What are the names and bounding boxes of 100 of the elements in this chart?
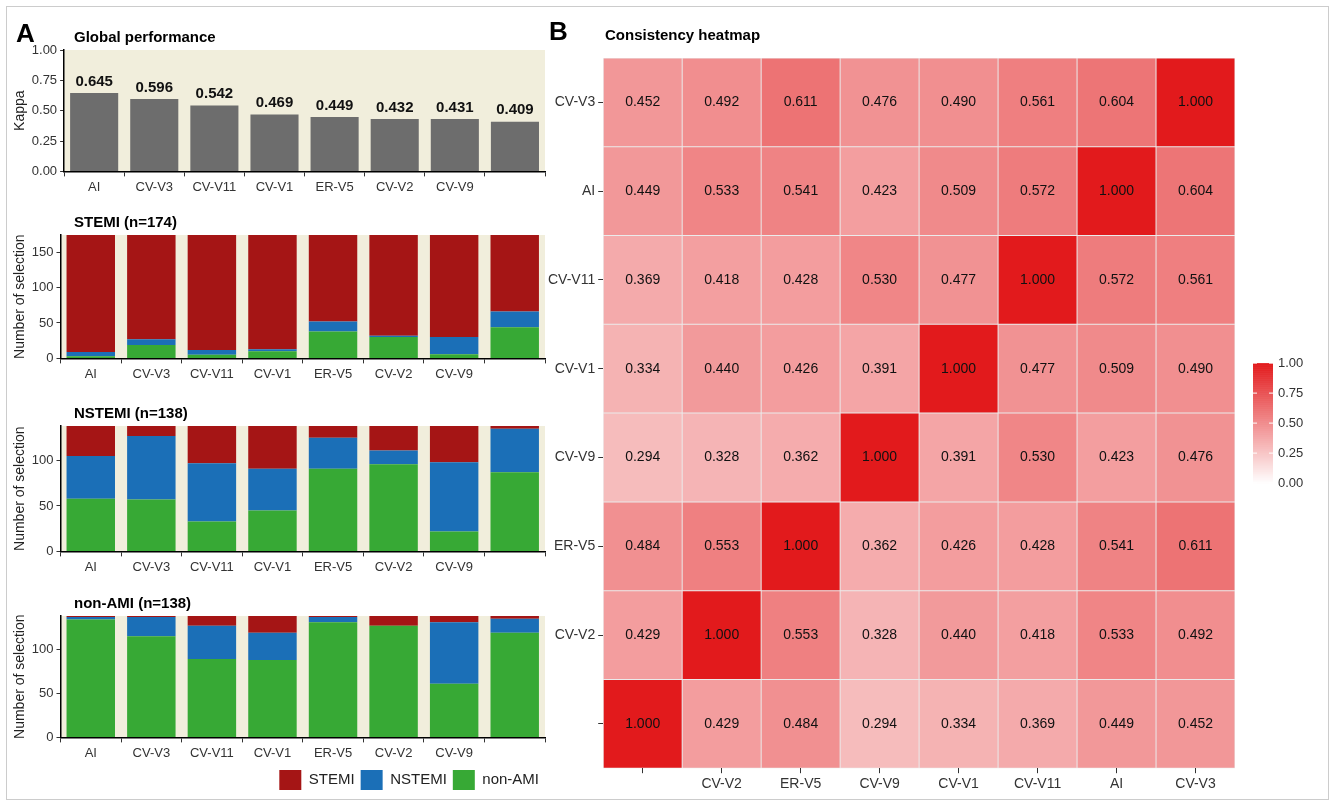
data-label: 0.391 xyxy=(941,448,977,465)
color-bar-label: 1.00 xyxy=(1278,354,1304,370)
x-tick-label: CV-V1 xyxy=(253,744,292,760)
data-label: 1.000 xyxy=(783,537,819,554)
x-tick-label: CV-V2 xyxy=(374,365,413,381)
chart-title: NSTEMI (n=138) xyxy=(74,403,188,421)
data-label: 0.440 xyxy=(941,625,977,642)
bar xyxy=(127,499,176,551)
data-label: 0.572 xyxy=(1099,270,1135,287)
y-tick-label: ER-V5 xyxy=(553,537,596,554)
y-tick-label: 100 xyxy=(31,279,54,295)
y-axis-title: Number of selection xyxy=(11,614,28,739)
data-label: 1.000 xyxy=(1099,182,1135,199)
data-label: 0.476 xyxy=(862,93,898,110)
bar xyxy=(369,235,418,336)
data-label: 0.611 xyxy=(783,93,818,110)
data-label: 0.294 xyxy=(862,714,898,731)
data-label: 0.561 xyxy=(1020,93,1056,110)
data-label: 0.469 xyxy=(255,93,294,111)
bar xyxy=(308,235,358,322)
y-tick-label: 50 xyxy=(39,314,54,330)
bar xyxy=(490,121,539,171)
bar xyxy=(187,354,237,358)
x-tick-label: AI xyxy=(84,365,97,381)
bar xyxy=(248,616,297,633)
x-tick-label: CV-V11 xyxy=(192,178,237,194)
x-tick-label: ER-V5 xyxy=(780,775,822,792)
y-tick-label: 100 xyxy=(31,641,54,657)
bar xyxy=(429,616,479,623)
data-label: 0.490 xyxy=(1177,359,1214,376)
bar xyxy=(490,428,539,473)
data-label: 0.328 xyxy=(862,625,898,642)
bar xyxy=(429,683,479,737)
data-label: 0.604 xyxy=(1099,93,1135,110)
x-tick-label: CV-V3 xyxy=(135,178,174,194)
y-tick-label: 0.00 xyxy=(31,162,58,178)
data-label: 0.369 xyxy=(1020,714,1056,731)
bar xyxy=(429,531,479,551)
data-label: 0.432 xyxy=(375,97,414,115)
bar xyxy=(66,619,115,737)
x-tick-label: CV-V9 xyxy=(859,775,901,792)
data-label: 0.294 xyxy=(625,448,661,465)
x-tick-label: CV-V2 xyxy=(375,178,414,194)
legend-label: non-AMI xyxy=(482,770,540,788)
x-tick-label: ER-V5 xyxy=(313,744,353,760)
data-label: 0.426 xyxy=(783,359,819,376)
data-label: 0.449 xyxy=(315,95,354,113)
color-bar-label: 0.25 xyxy=(1278,444,1304,460)
x-tick-label: CV-V3 xyxy=(132,365,171,381)
bar xyxy=(308,331,358,358)
data-label: 0.484 xyxy=(625,537,661,554)
bar xyxy=(70,93,119,171)
data-label: 1.000 xyxy=(625,714,661,731)
x-tick-label: CV-V3 xyxy=(132,744,171,760)
x-tick-label: CV-V9 xyxy=(435,744,473,760)
bar xyxy=(308,616,358,623)
bar xyxy=(248,468,297,511)
color-bar-label: 0.50 xyxy=(1278,414,1304,430)
data-label: 0.492 xyxy=(704,93,740,110)
bar xyxy=(370,118,419,171)
data-label: 0.423 xyxy=(862,182,898,199)
x-tick-label: CV-V1 xyxy=(253,365,292,381)
data-label: 0.449 xyxy=(625,182,661,199)
data-label: 0.484 xyxy=(783,714,819,731)
data-label: 0.477 xyxy=(1020,359,1056,376)
bar xyxy=(490,426,539,429)
bar xyxy=(187,463,237,522)
bar xyxy=(248,235,297,350)
data-label: 0.509 xyxy=(1099,359,1135,376)
data-label: 0.428 xyxy=(1020,537,1056,554)
bar xyxy=(127,344,176,358)
bar xyxy=(429,354,479,358)
data-label: 0.561 xyxy=(1177,270,1214,287)
x-tick-label: AI xyxy=(84,558,97,574)
x-tick-label: CV-V1 xyxy=(938,775,980,792)
x-tick-label: CV-V1 xyxy=(255,178,294,194)
bar xyxy=(490,311,539,328)
x-tick-label: CV-V11 xyxy=(1013,775,1062,792)
y-tick-label: CV-V11 xyxy=(547,270,596,287)
data-label: 0.449 xyxy=(1099,714,1135,731)
data-label: 0.369 xyxy=(625,270,661,287)
bar xyxy=(127,436,176,500)
bar xyxy=(187,426,237,464)
bar xyxy=(250,114,299,171)
bar xyxy=(187,235,237,350)
data-label: 0.490 xyxy=(941,93,977,110)
data-label: 0.541 xyxy=(783,182,819,199)
data-label: 0.604 xyxy=(1177,182,1214,199)
x-tick-label: CV-V2 xyxy=(374,744,413,760)
bar xyxy=(187,616,237,626)
bar xyxy=(248,510,297,551)
data-label: 0.452 xyxy=(1177,714,1214,731)
data-label: 0.476 xyxy=(1177,448,1214,465)
bar xyxy=(248,349,297,352)
bar xyxy=(490,472,539,551)
data-label: 0.533 xyxy=(1099,625,1135,642)
bar xyxy=(248,351,297,358)
bar xyxy=(430,119,479,171)
data-label: 1.000 xyxy=(1020,270,1056,287)
y-tick-label: 150 xyxy=(31,243,54,259)
